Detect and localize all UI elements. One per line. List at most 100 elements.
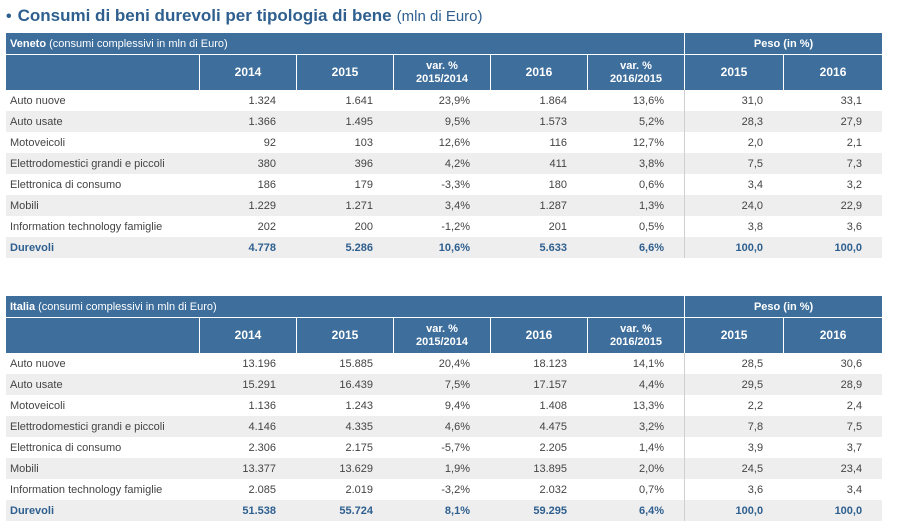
page-title: • Consumi di beni durevoli per tipologia…	[6, 6, 483, 28]
table-cell: 28,9	[783, 374, 883, 395]
table-cell: 4,6%	[393, 416, 490, 437]
table-cell: 14,1%	[587, 353, 685, 374]
total-cell: 100,0	[684, 237, 784, 258]
column-header-2015: 2015	[296, 54, 393, 90]
table-cell: 1,3%	[587, 195, 685, 216]
table-row: Auto nuove 1.324 1.641 23,9% 1.864 13,6% 31,0 3…	[6, 90, 883, 111]
table-row: Auto usate 1.366 1.495 9,5% 1.573 5,2% 28,3 27,…	[6, 111, 883, 132]
table-cell: -3,2%	[393, 479, 490, 500]
region-note: (consumi complessivi in mln di Euro)	[38, 300, 217, 313]
total-cell: 5.633	[490, 237, 587, 258]
column-header-peso-2016: 2016	[783, 317, 883, 353]
table-cell: 0,6%	[587, 174, 685, 195]
table-cell: 3,7	[783, 437, 883, 458]
var-label: var. %	[620, 59, 652, 72]
table-cell: 2,0%	[587, 458, 685, 479]
table-cell: 5,2%	[587, 111, 685, 132]
table-cell: 2,2	[684, 395, 784, 416]
column-header-peso-2016: 2016	[783, 54, 883, 90]
table-cell: 396	[296, 153, 393, 174]
column-header-var-2015-2014: var. % 2015/2014	[393, 317, 490, 353]
var-period: 2015/2014	[416, 335, 468, 348]
total-label: Durevoli	[6, 237, 199, 258]
column-header-2014: 2014	[199, 317, 296, 353]
table-row: Elettrodomestici grandi e piccoli 4.146 4.…	[6, 416, 883, 437]
table-cell: 20,4%	[393, 353, 490, 374]
table-cell: 4.335	[296, 416, 393, 437]
table-cell: 179	[296, 174, 393, 195]
column-header-2015: 2015	[296, 317, 393, 353]
table-cell: 116	[490, 132, 587, 153]
table-cell: 33,1	[783, 90, 883, 111]
table-cell: 28,3	[684, 111, 784, 132]
table-cell: 186	[199, 174, 296, 195]
title-main: Consumi di beni durevoli per tipologia d…	[17, 6, 392, 25]
total-row: Durevoli 4.778 5.286 10,6% 5.633 6,6% 100,0 100…	[6, 237, 883, 258]
row-label: Elettrodomestici grandi e piccoli	[6, 153, 199, 174]
table-cell: 2.205	[490, 437, 587, 458]
table-cell: 1.136	[199, 395, 296, 416]
table-cell: 2,0	[684, 132, 784, 153]
table-cell: 1.366	[199, 111, 296, 132]
total-cell: 10,6%	[393, 237, 490, 258]
table-cell: 3,4%	[393, 195, 490, 216]
column-header-row: 2014 2015 var. % 2015/2014 2016 var. % 2016/20…	[6, 54, 883, 90]
table-cell: 380	[199, 153, 296, 174]
row-label: Auto nuove	[6, 353, 199, 374]
row-label: Elettrodomestici grandi e piccoli	[6, 416, 199, 437]
table-cell: 24,5	[684, 458, 784, 479]
table-cell: 4,4%	[587, 374, 685, 395]
region-name: Veneto	[10, 37, 47, 50]
table-cell: 1,9%	[393, 458, 490, 479]
table-cell: -3,3%	[393, 174, 490, 195]
table-cell: 13,6%	[587, 90, 685, 111]
table-row: Elettrodomestici grandi e piccoli 380 396 4…	[6, 153, 883, 174]
total-cell: 59.295	[490, 500, 587, 521]
title-unit: (mln di Euro)	[396, 8, 483, 25]
total-row: Durevoli 51.538 55.724 8,1% 59.295 6,4% 100,0 1…	[6, 500, 883, 521]
peso-header: Peso (in %)	[684, 296, 883, 317]
table-cell: 1.573	[490, 111, 587, 132]
table-cell: 9,4%	[393, 395, 490, 416]
title-bullet: •	[6, 8, 12, 25]
table-cell: 2.019	[296, 479, 393, 500]
total-cell: 100,0	[783, 500, 883, 521]
table-cell: 7,5	[684, 153, 784, 174]
table-cell: 18.123	[490, 353, 587, 374]
total-cell: 6,4%	[587, 500, 685, 521]
table-cell: 7,5%	[393, 374, 490, 395]
table-veneto: Veneto (consumi complessivi in mln di Eu…	[6, 33, 883, 258]
total-cell: 4.778	[199, 237, 296, 258]
table-cell: 3,4	[783, 479, 883, 500]
table-cell: 1.495	[296, 111, 393, 132]
table-cell: 22,9	[783, 195, 883, 216]
total-cell: 51.538	[199, 500, 296, 521]
region-note: (consumi complessivi in mln di Euro)	[49, 37, 228, 50]
row-label: Elettronica di consumo	[6, 437, 199, 458]
column-header-row: 2014 2015 var. % 2015/2014 2016 var. % 2016/20…	[6, 317, 883, 353]
table-cell: 31,0	[684, 90, 784, 111]
table-cell: 30,6	[783, 353, 883, 374]
table-row: Auto nuove 13.196 15.885 20,4% 18.123 14,1% 28…	[6, 353, 883, 374]
table-cell: 1.641	[296, 90, 393, 111]
table-cell: 92	[199, 132, 296, 153]
table-cell: 7,5	[783, 416, 883, 437]
table-cell: 200	[296, 216, 393, 237]
row-label: Motoveicoli	[6, 395, 199, 416]
var-label: var. %	[620, 322, 652, 335]
table-cell: 15.885	[296, 353, 393, 374]
table-row: Elettronica di consumo 186 179 -3,3% 180 0,6%…	[6, 174, 883, 195]
table-cell: 0,7%	[587, 479, 685, 500]
table-cell: 4.146	[199, 416, 296, 437]
table-cell: 1.229	[199, 195, 296, 216]
column-header-blank	[6, 54, 199, 90]
table-cell: 3,6	[684, 479, 784, 500]
row-label: Information technology famiglie	[6, 216, 199, 237]
row-label: Elettronica di consumo	[6, 174, 199, 195]
table-cell: 27,9	[783, 111, 883, 132]
total-cell: 55.724	[296, 500, 393, 521]
column-header-peso-2015: 2015	[684, 54, 784, 90]
table-row: Mobili 1.229 1.271 3,4% 1.287 1,3% 24,0 22,9	[6, 195, 883, 216]
table-cell: 411	[490, 153, 587, 174]
column-header-var-2016-2015: var. % 2016/2015	[587, 54, 685, 90]
